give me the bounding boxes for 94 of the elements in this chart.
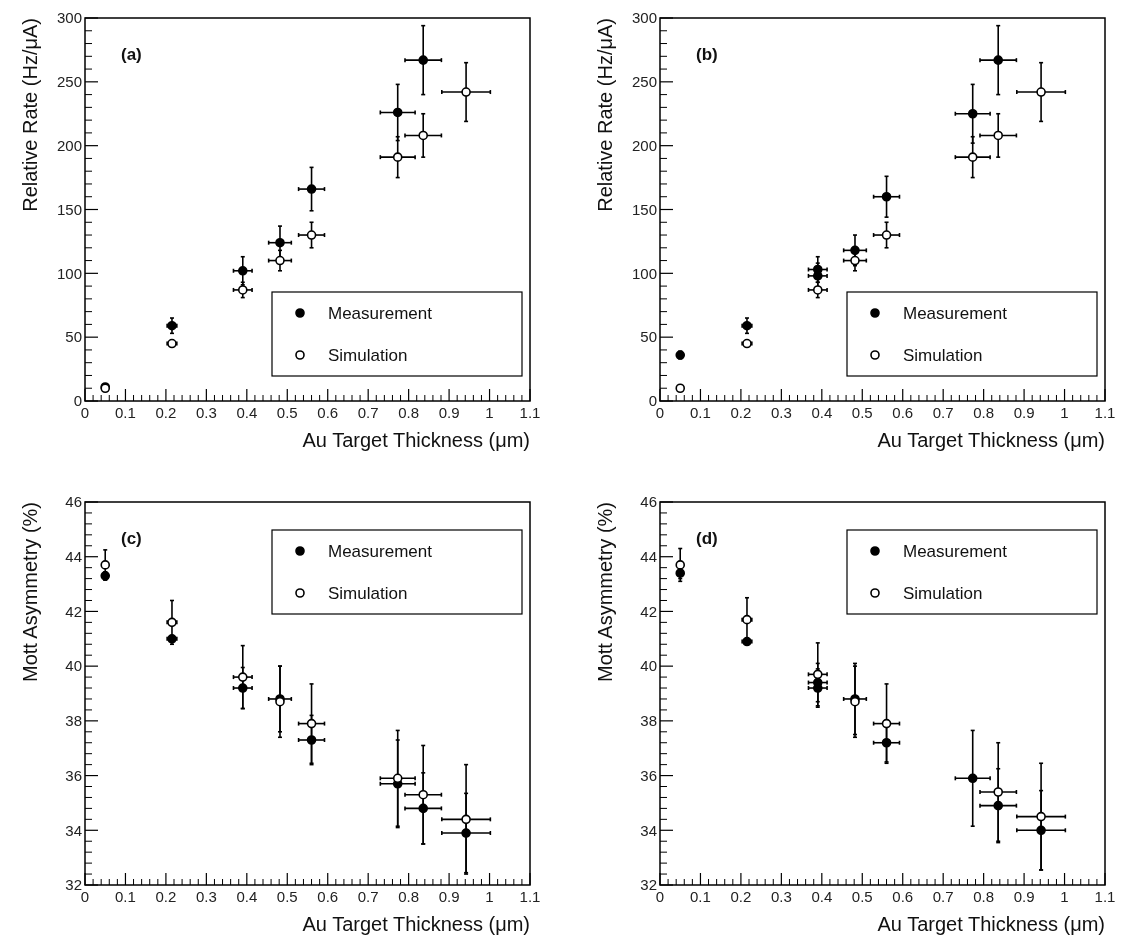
y-tick-label: 36 xyxy=(65,766,82,784)
y-tick-label: 44 xyxy=(65,547,82,565)
x-tick-label: 1 xyxy=(485,404,494,421)
legend-label: Measurement xyxy=(903,303,1008,323)
x-tick-label: 0.3 xyxy=(195,404,217,421)
x-tick-label: 0.7 xyxy=(357,888,379,905)
y-tick-label: 44 xyxy=(640,547,657,565)
x-tick-label: 0.6 xyxy=(892,888,914,905)
y-tick-label: 100 xyxy=(631,264,657,282)
y-tick-label: 42 xyxy=(640,602,657,620)
legend-label: Simulation xyxy=(903,345,983,365)
x-axis-title: Au Target Thickness (μm) xyxy=(302,429,530,451)
legend-label: Measurement xyxy=(328,303,433,323)
x-tick-label: 0.9 xyxy=(1013,404,1035,421)
y-axis-title: Mott Asymmetry (%) xyxy=(594,502,616,683)
x-tick-label: 0.7 xyxy=(357,404,379,421)
x-tick-label: 0.3 xyxy=(195,888,217,905)
x-axis-title: Au Target Thickness (μm) xyxy=(877,913,1105,935)
y-tick-label: 250 xyxy=(631,73,657,91)
legend-label: Simulation xyxy=(328,583,408,603)
x-tick-label: 1 xyxy=(1060,404,1069,421)
x-tick-label: 0.5 xyxy=(851,888,873,905)
y-tick-label: 40 xyxy=(65,657,82,675)
y-tick-label: 32 xyxy=(640,876,657,894)
annotation: (d) xyxy=(696,529,718,548)
x-tick-label: 0.1 xyxy=(115,888,136,905)
y-tick-label: 46 xyxy=(640,493,657,511)
x-tick-label: 1.1 xyxy=(1094,404,1116,421)
legend-label: Measurement xyxy=(903,541,1008,561)
x-tick-label: 0.2 xyxy=(155,404,177,421)
x-tick-label: 0.3 xyxy=(770,404,792,421)
x-tick-label: 0.1 xyxy=(690,404,711,421)
y-axis-title: Relative Rate (Hz/μA) xyxy=(19,18,41,212)
x-tick-label: 1 xyxy=(1060,888,1069,905)
y-tick-label: 34 xyxy=(65,821,82,839)
y-tick-label: 38 xyxy=(65,712,82,730)
x-axis-title: Au Target Thickness (μm) xyxy=(877,429,1105,451)
x-tick-label: 0.8 xyxy=(398,404,420,421)
x-tick-label: 0.6 xyxy=(892,404,914,421)
x-tick-label: 0.9 xyxy=(1013,888,1035,905)
x-tick-label: 0.6 xyxy=(317,888,339,905)
y-tick-label: 32 xyxy=(65,876,82,894)
x-tick-label: 0.2 xyxy=(155,888,177,905)
annotation: (a) xyxy=(121,45,142,64)
y-tick-label: 0 xyxy=(73,392,82,410)
x-tick-label: 0.7 xyxy=(932,404,954,421)
x-tick-label: 0.8 xyxy=(398,888,420,905)
y-tick-label: 34 xyxy=(640,821,657,839)
x-tick-label: 1 xyxy=(485,888,494,905)
x-tick-label: 0.5 xyxy=(851,404,873,421)
y-tick-label: 100 xyxy=(56,264,82,282)
y-tick-label: 40 xyxy=(640,657,657,675)
x-tick-label: 0.4 xyxy=(236,888,258,905)
y-tick-label: 50 xyxy=(65,328,82,346)
y-tick-label: 36 xyxy=(640,766,657,784)
x-tick-label: 0.9 xyxy=(438,404,460,421)
x-tick-label: 1.1 xyxy=(519,888,541,905)
y-tick-label: 300 xyxy=(631,9,657,27)
y-tick-label: 150 xyxy=(631,200,657,218)
y-tick-label: 200 xyxy=(631,136,657,154)
x-axis-title: Au Target Thickness (μm) xyxy=(302,913,530,935)
x-tick-label: 0.6 xyxy=(317,404,339,421)
x-tick-label: 0.2 xyxy=(730,888,752,905)
y-tick-label: 150 xyxy=(56,200,82,218)
legend-label: Simulation xyxy=(328,345,408,365)
x-tick-label: 0.5 xyxy=(276,404,298,421)
x-tick-label: 0.7 xyxy=(932,888,954,905)
x-tick-label: 0.2 xyxy=(730,404,752,421)
y-tick-label: 200 xyxy=(56,136,82,154)
x-tick-label: 0.4 xyxy=(811,404,833,421)
annotation: (c) xyxy=(121,529,142,548)
y-tick-label: 300 xyxy=(56,9,82,27)
x-tick-label: 0.1 xyxy=(690,888,711,905)
x-tick-label: 0.8 xyxy=(973,888,995,905)
x-tick-label: 0.1 xyxy=(115,404,136,421)
y-tick-label: 42 xyxy=(65,602,82,620)
annotation: (b) xyxy=(696,45,718,64)
y-tick-label: 46 xyxy=(65,493,82,511)
legend-label: Simulation xyxy=(903,583,983,603)
x-tick-label: 1.1 xyxy=(519,404,541,421)
x-tick-label: 0.5 xyxy=(276,888,298,905)
y-axis-title: Mott Asymmetry (%) xyxy=(19,502,41,683)
y-axis-title: Relative Rate (Hz/μA) xyxy=(594,18,616,212)
y-tick-label: 38 xyxy=(640,712,657,730)
legend-label: Measurement xyxy=(328,541,433,561)
x-tick-label: 0.4 xyxy=(236,404,258,421)
x-tick-label: 0.3 xyxy=(770,888,792,905)
x-tick-label: 0.4 xyxy=(811,888,833,905)
x-tick-label: 0.9 xyxy=(438,888,460,905)
y-tick-label: 0 xyxy=(648,392,657,410)
y-tick-label: 250 xyxy=(56,73,82,91)
y-tick-label: 50 xyxy=(640,328,657,346)
x-tick-label: 0.8 xyxy=(973,404,995,421)
x-tick-label: 1.1 xyxy=(1094,888,1116,905)
